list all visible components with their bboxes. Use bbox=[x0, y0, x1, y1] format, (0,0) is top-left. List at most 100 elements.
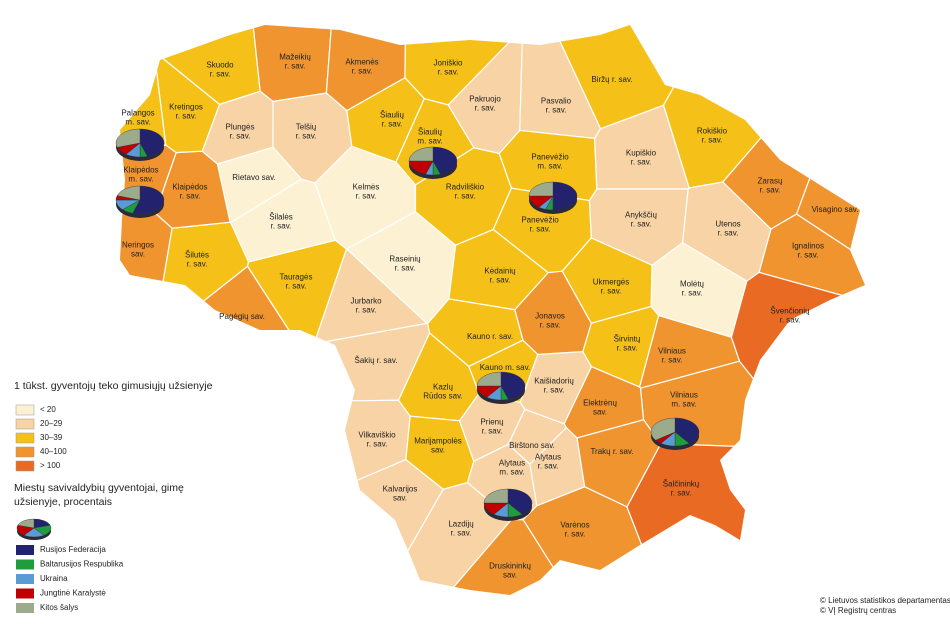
municipality-label: sav. bbox=[503, 571, 517, 580]
pie-slice bbox=[552, 181, 578, 211]
municipality-label: m. sav. bbox=[499, 468, 524, 477]
municipality-label: Klaipėdos bbox=[172, 183, 207, 192]
pie-slice bbox=[139, 128, 165, 157]
municipality-label: Tauragės bbox=[280, 273, 313, 282]
municipality-label: Ignalinos bbox=[792, 242, 824, 251]
municipality-label: Kėdainių bbox=[484, 267, 516, 276]
municipality-label: r. sav. bbox=[780, 316, 801, 325]
municipality-label: Vilkaviškio bbox=[358, 431, 396, 440]
municipality-label: r. sav. bbox=[455, 192, 476, 201]
municipality-label: Pagėgių sav. bbox=[219, 312, 265, 321]
municipality-label: Panevėžio bbox=[531, 153, 569, 162]
municipality-label: r. sav. bbox=[682, 289, 703, 298]
municipality-label: r. sav. bbox=[702, 136, 723, 145]
municipality-label: Visagino sav. bbox=[812, 205, 859, 214]
pie-slice bbox=[132, 185, 165, 215]
pie-legend-label: Jungtinė Karalystė bbox=[40, 589, 106, 598]
municipality bbox=[251, 25, 333, 102]
municipality-label: Šakių r. sav. bbox=[355, 356, 398, 365]
credit: © VĮ Registrų centras bbox=[820, 606, 896, 615]
municipality bbox=[120, 25, 167, 150]
pie-slice bbox=[408, 146, 434, 162]
municipality-label: r. sav. bbox=[210, 70, 231, 79]
municipality-label: m. sav. bbox=[537, 162, 562, 171]
pies bbox=[115, 128, 700, 521]
municipality-label: r. sav. bbox=[352, 67, 373, 76]
pie-slice bbox=[116, 185, 141, 201]
pie-legend-title: užsienyje, procentais bbox=[14, 496, 112, 508]
legend-label: 20–29 bbox=[40, 419, 63, 428]
municipality-label: Utenos bbox=[715, 220, 740, 229]
municipality-label: Mažeikių bbox=[279, 53, 311, 62]
municipality-label: r. sav. bbox=[490, 276, 511, 285]
municipality-label: r. sav. bbox=[565, 530, 586, 539]
legend-label: 30–39 bbox=[40, 433, 63, 442]
municipality-label: Alytaus bbox=[535, 453, 561, 462]
municipality-label: Palangos bbox=[121, 109, 154, 118]
pie-legend-swatch bbox=[16, 588, 34, 599]
pie-legend-swatch bbox=[16, 545, 34, 555]
municipality bbox=[626, 443, 865, 595]
municipality-label: r. sav. bbox=[356, 192, 377, 201]
municipality-label: Vilniaus bbox=[658, 347, 686, 356]
municipality-label: Širvintų bbox=[614, 335, 641, 344]
municipality-label: r. sav. bbox=[540, 321, 561, 330]
municipality-label: Varėnos bbox=[560, 521, 589, 530]
pie-slice bbox=[650, 417, 676, 441]
municipality-label: Lazdijų bbox=[448, 520, 474, 529]
municipality-label: Rūdos sav. bbox=[423, 392, 462, 401]
municipality-label: r. sav. bbox=[296, 132, 317, 141]
municipality-label: Neringos bbox=[122, 241, 154, 250]
municipality-label: r. sav. bbox=[382, 120, 403, 129]
municipality-label: sav. bbox=[131, 250, 145, 259]
municipality-label: Kaišiadorių bbox=[534, 377, 574, 386]
municipality-label: Pakruojo bbox=[469, 95, 501, 104]
municipality-label: Alytaus bbox=[499, 459, 525, 468]
municipality-label: r. sav. bbox=[530, 225, 551, 234]
pie-legend-label: Rusijos Federacija bbox=[40, 545, 106, 554]
municipality-label: Kauno r. sav. bbox=[467, 332, 513, 341]
municipality-label: Joniškio bbox=[434, 59, 463, 68]
pie-slice bbox=[674, 417, 700, 444]
municipality-label: Kupiškio bbox=[626, 149, 657, 158]
municipality-label: sav. bbox=[393, 494, 407, 503]
municipality-label: Plungės bbox=[226, 123, 255, 132]
municipality-label: r. sav. bbox=[451, 529, 472, 538]
legend-label: > 100 bbox=[40, 461, 61, 470]
municipality-label: Kretingos bbox=[169, 103, 203, 112]
municipality-label: r. sav. bbox=[760, 186, 781, 195]
pie-legend-swatch bbox=[16, 603, 34, 613]
legend-swatch bbox=[15, 446, 35, 458]
municipality-label: sav. bbox=[431, 446, 445, 455]
municipality-label: Klaipėdos bbox=[123, 166, 158, 175]
municipality-label: r. sav. bbox=[601, 287, 622, 296]
credit: © Lietuvos statistikos departamentas bbox=[820, 596, 950, 605]
municipality-label: r. sav. bbox=[285, 62, 306, 71]
municipality-label: r. sav. bbox=[617, 344, 638, 353]
municipality-label: r. sav. bbox=[718, 229, 739, 238]
pie-legend-label: Ukraina bbox=[40, 574, 68, 583]
municipality-label: r. sav. bbox=[180, 192, 201, 201]
pie-slice bbox=[500, 371, 526, 400]
municipality-label: m. sav. bbox=[125, 118, 150, 127]
municipality-label: Skuodo bbox=[206, 61, 234, 70]
municipality-label: r. sav. bbox=[631, 158, 652, 167]
municipality-label: r. sav. bbox=[230, 132, 251, 141]
municipality-label: Kelmės bbox=[353, 183, 380, 192]
municipality bbox=[563, 365, 645, 439]
municipality-label: r. sav. bbox=[176, 112, 197, 121]
municipality-label: r. sav. bbox=[662, 356, 683, 365]
pie-slice bbox=[483, 488, 509, 504]
municipality-label: r. sav. bbox=[538, 462, 559, 471]
municipality-label: r. sav. bbox=[671, 489, 692, 498]
pie-legend-label: Baltarusijos Respublika bbox=[40, 560, 124, 569]
municipality-label: m. sav. bbox=[128, 175, 153, 184]
municipality-label: r. sav. bbox=[475, 104, 496, 113]
municipality-label: Kauno m. sav. bbox=[480, 363, 531, 372]
municipality-label: sav. bbox=[593, 408, 607, 417]
municipality-label: Birštono sav. bbox=[509, 441, 555, 450]
municipality-label: Šiaulių bbox=[418, 128, 443, 137]
municipality-label: r. sav. bbox=[438, 68, 459, 77]
